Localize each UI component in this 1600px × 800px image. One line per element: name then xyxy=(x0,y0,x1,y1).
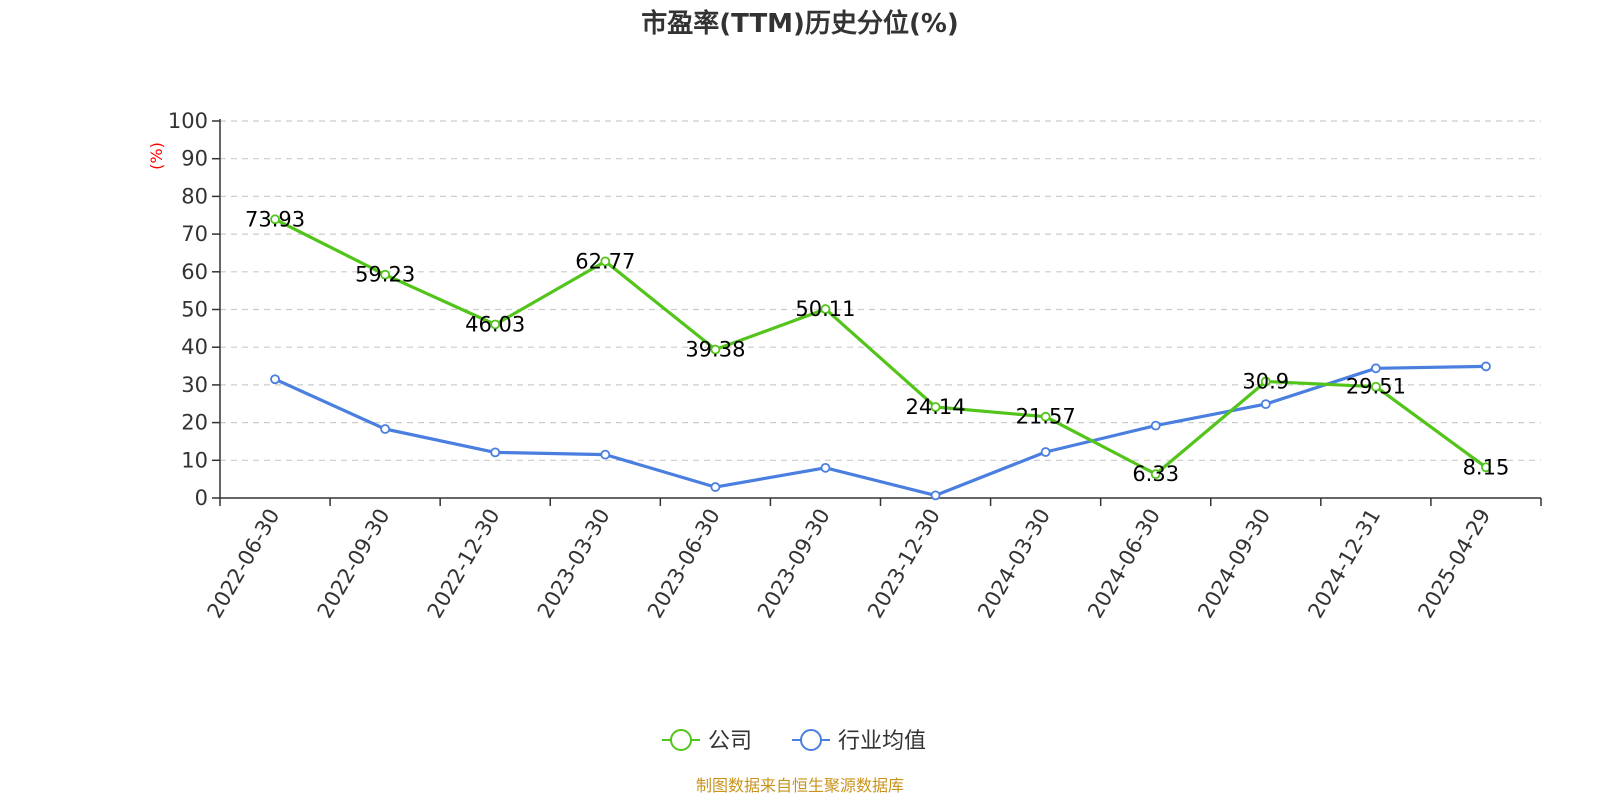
source-note: 制图数据来自恒生聚源数据库 xyxy=(696,776,904,795)
legend-label: 行业均值 xyxy=(838,729,926,754)
data-label-2023-12-30: 24.14 xyxy=(905,395,965,419)
data-point-行业均值-2022-06-30 xyxy=(270,374,280,385)
data-point-公司-2024-03-30 xyxy=(1040,411,1051,422)
legend[interactable]: 公司 行业均值 xyxy=(662,729,926,754)
data-point-行业均值-2024-12-31 xyxy=(1370,363,1381,374)
data-point-行业均值-2023-06-30 xyxy=(710,482,721,492)
data-labels: 73.93 59.23 46.03 62.77 39.38 50.11 24.14 21.57… xyxy=(245,207,1509,486)
data-label-2022-12-30: 46.03 xyxy=(465,312,525,336)
data-point-行业均值-2024-06-30 xyxy=(1150,420,1161,431)
x-tick-label-2023-06-30: 2023-06-30 xyxy=(643,505,725,623)
x-tick-label-2023-09-30: 2023-09-30 xyxy=(753,505,835,623)
x-tick-label-2024-12-31: 2024-12-31 xyxy=(1303,505,1385,623)
data-point-公司-2023-12-30 xyxy=(930,402,941,412)
data-point-行业均值-2024-09-30 xyxy=(1260,399,1271,410)
y-tick-label-60: 60 xyxy=(181,260,208,284)
x-tick-label-2023-03-30: 2023-03-30 xyxy=(533,505,615,623)
data-label-2024-06-30: 6.33 xyxy=(1132,462,1179,486)
series-line-公司 xyxy=(274,217,1487,476)
y-tick-label-90: 90 xyxy=(181,147,208,171)
data-label-2023-06-30: 39.38 xyxy=(685,338,745,362)
legend-item-公司[interactable]: 公司 xyxy=(662,729,752,754)
x-tick-label-2024-03-30: 2024-03-30 xyxy=(973,505,1055,623)
x-tick-label-2022-06-30: 2022-06-30 xyxy=(203,505,285,623)
y-tick-label-10: 10 xyxy=(181,448,208,472)
data-label-2024-12-31: 29.51 xyxy=(1346,375,1406,399)
chart-title: 市盈率(TTM)历史分位(%) xyxy=(641,8,959,39)
data-label-2022-09-30: 59.23 xyxy=(355,263,415,287)
x-tick-label-2022-09-30: 2022-09-30 xyxy=(313,505,395,623)
data-point-公司-2024-12-31 xyxy=(1370,381,1381,392)
data-label-2025-04-29: 8.15 xyxy=(1463,455,1510,479)
data-point-行业均值-2023-03-30 xyxy=(600,449,611,460)
x-tick-label-2024-09-30: 2024-09-30 xyxy=(1193,505,1275,623)
data-point-公司-2025-04-29 xyxy=(1481,462,1491,473)
series-line-行业均值 xyxy=(274,364,1487,497)
data-point-行业均值-2022-09-30 xyxy=(380,424,391,434)
data-point-行业均值-2022-12-30 xyxy=(490,447,501,458)
legend-item-行业均值[interactable]: 行业均值 xyxy=(792,729,926,754)
data-point-公司-2023-09-30 xyxy=(820,304,831,314)
data-point-公司-2023-06-30 xyxy=(710,344,721,355)
data-point-行业均值-2023-09-30 xyxy=(820,462,831,473)
data-point-公司-2024-09-30 xyxy=(1260,376,1271,387)
data-point-公司-2023-03-30 xyxy=(600,256,611,267)
data-label-2024-03-30: 21.57 xyxy=(1016,405,1076,429)
data-point-行业均值-2023-12-30 xyxy=(930,490,941,501)
axes xyxy=(219,119,1541,499)
data-point-行业均值-2024-03-30 xyxy=(1040,447,1051,457)
data-label-2024-09-30: 30.9 xyxy=(1242,370,1289,394)
x-axis-ticks: 2022-06-30 2022-09-30 2022-12-30 2023-03-30… xyxy=(203,498,1542,623)
y-tick-label-40: 40 xyxy=(181,335,208,359)
data-point-公司-2022-09-30 xyxy=(380,269,391,280)
x-tick-label-2022-12-30: 2022-12-30 xyxy=(423,505,505,623)
data-point-公司-2022-12-30 xyxy=(490,319,501,330)
y-tick-label-0: 0 xyxy=(195,486,208,510)
data-point-公司-2022-06-30 xyxy=(270,214,280,225)
legend-marker xyxy=(800,729,822,751)
series-group xyxy=(270,214,1491,501)
y-tick-label-100: 100 xyxy=(168,109,208,133)
data-point-公司-2024-06-30 xyxy=(1150,469,1161,480)
data-point-行业均值-2025-04-29 xyxy=(1481,361,1491,372)
y-axis-unit: (%) xyxy=(147,142,166,170)
grid-lines xyxy=(220,120,1541,461)
y-axis-ticks: 0 10 20 30 40 50 60 70 80 90 100 xyxy=(168,109,220,510)
y-tick-label-80: 80 xyxy=(181,184,208,208)
x-tick-label-2023-12-30: 2023-12-30 xyxy=(863,505,945,623)
y-tick-label-50: 50 xyxy=(181,298,208,322)
y-tick-label-20: 20 xyxy=(181,411,208,435)
data-label-2023-03-30: 62.77 xyxy=(575,249,635,273)
legend-marker xyxy=(670,729,692,751)
x-tick-label-2025-04-29: 2025-04-29 xyxy=(1413,505,1495,623)
y-tick-label-70: 70 xyxy=(181,222,208,246)
x-tick-label-2024-06-30: 2024-06-30 xyxy=(1083,505,1165,623)
y-tick-label-30: 30 xyxy=(181,373,208,397)
data-label-2022-06-30: 73.93 xyxy=(245,207,305,231)
legend-label: 公司 xyxy=(708,729,752,754)
data-label-2023-09-30: 50.11 xyxy=(795,297,855,321)
